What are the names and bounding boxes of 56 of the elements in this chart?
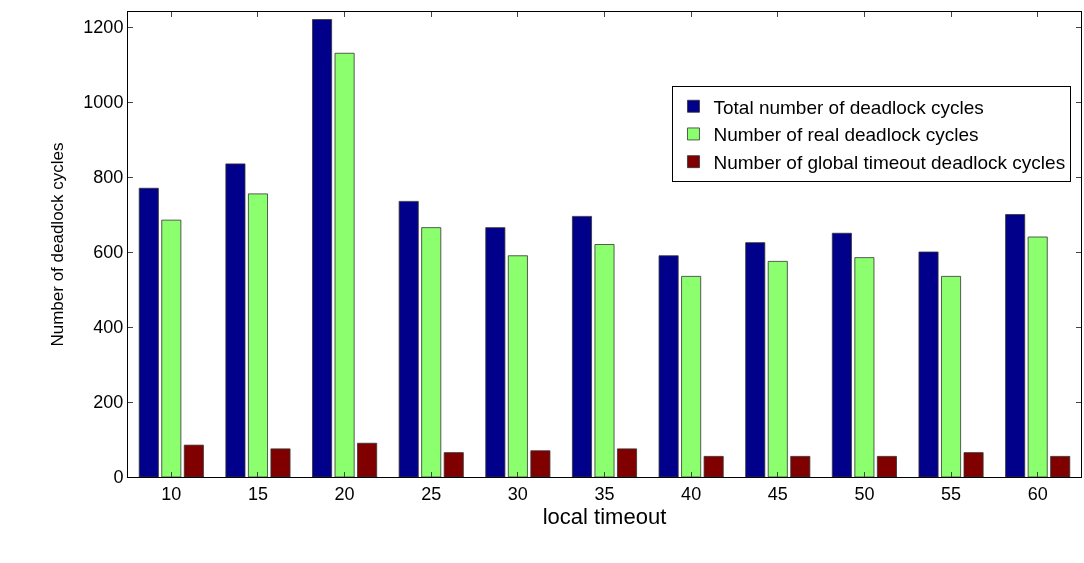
- bar: [485, 227, 506, 477]
- bar: [1005, 214, 1026, 477]
- y-axis-title: Number of deadlock cycles: [47, 142, 67, 347]
- bar: [854, 257, 875, 477]
- bar: [421, 227, 442, 477]
- y-tick-label: 800: [93, 167, 124, 188]
- bar: [225, 163, 246, 477]
- x-tick-label: 20: [334, 483, 355, 504]
- x-tick-label: 10: [161, 483, 182, 504]
- x-tick-label: 35: [594, 483, 615, 504]
- bar: [767, 260, 788, 477]
- x-tick-label: 25: [421, 483, 442, 504]
- y-tick-label: 1000: [83, 92, 124, 113]
- bar: [398, 200, 419, 477]
- x-tick-label: 40: [681, 483, 702, 504]
- y-tick-label: 0: [113, 467, 124, 488]
- x-tick-label: 60: [1027, 483, 1048, 504]
- bar: [941, 275, 962, 477]
- x-tick-label: 55: [941, 483, 962, 504]
- bar: [183, 444, 204, 477]
- bar: [831, 232, 852, 477]
- bar: [572, 215, 592, 477]
- x-tick-label: 30: [507, 483, 528, 504]
- bar: [507, 255, 528, 477]
- bar: [918, 251, 939, 477]
- bar: [594, 244, 615, 477]
- x-tick-label: 50: [854, 483, 875, 504]
- bar: [1027, 236, 1048, 477]
- legend-label: Number of global timeout deadlock cycles: [713, 152, 1066, 174]
- bar: [530, 450, 551, 477]
- y-tick-label: 600: [93, 242, 124, 263]
- bar: [963, 452, 984, 477]
- bar: [790, 455, 811, 477]
- legend-label: Total number of deadlock cycles: [713, 96, 984, 118]
- bar: [745, 242, 766, 477]
- x-tick-label: 45: [767, 483, 788, 504]
- y-tick-label: 200: [93, 392, 124, 413]
- x-tick-label: 15: [247, 483, 268, 504]
- y-tick-label: 400: [93, 317, 124, 338]
- bar: [703, 455, 724, 477]
- bar: [161, 219, 182, 477]
- bar: [334, 52, 355, 477]
- bar: [681, 275, 702, 477]
- bar: [138, 187, 159, 477]
- bar: [270, 448, 291, 477]
- bar: [876, 455, 897, 477]
- legend-label: Number of real deadlock cycles: [713, 124, 979, 146]
- bar: [357, 442, 378, 477]
- bar: [617, 448, 637, 477]
- bar: [247, 193, 268, 477]
- bar: [658, 255, 679, 477]
- x-axis-title: local timeout: [542, 503, 667, 529]
- bar: [312, 19, 333, 477]
- y-tick-label: 1200: [83, 17, 124, 38]
- bar: [443, 452, 464, 477]
- bar: [1050, 455, 1071, 477]
